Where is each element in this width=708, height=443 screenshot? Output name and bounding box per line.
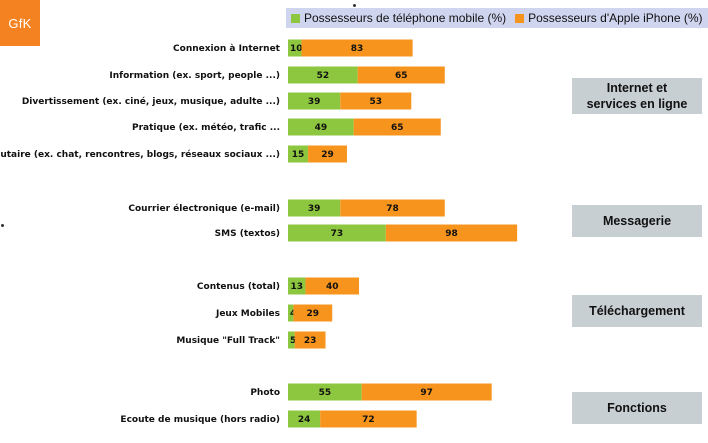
data-label-mobile: 15 xyxy=(292,150,305,160)
data-label-mobile: 55 xyxy=(319,388,332,398)
bar-iphone xyxy=(357,66,445,84)
group-label-fonctions: Fonctions xyxy=(572,392,702,424)
bar-iphone xyxy=(293,304,333,322)
data-label-mobile: 13 xyxy=(290,282,303,292)
data-label-iphone: 98 xyxy=(445,229,458,239)
category-label: Ecoute de musique (hors radio) xyxy=(120,415,280,425)
bar-mobile xyxy=(288,199,341,217)
data-label-mobile: 39 xyxy=(308,204,321,214)
data-label-mobile: 39 xyxy=(308,97,321,107)
data-label-iphone: 53 xyxy=(370,97,383,107)
legend-item-mobile: Possesseurs de téléphone mobile (%) xyxy=(291,11,506,25)
bar-mobile xyxy=(288,383,362,401)
bar-iphone xyxy=(320,410,417,428)
bar-iphone xyxy=(294,331,326,349)
group-label-messagerie-text: Messagerie xyxy=(602,214,672,228)
bar-iphone xyxy=(305,277,360,295)
category-label: Jeux Mobiles xyxy=(215,309,280,319)
category-label: Courrier électronique (e-mail) xyxy=(128,203,280,214)
category-label: Divertissement (ex. ciné, jeux, musique,… xyxy=(22,96,280,107)
handle-dot-top xyxy=(353,4,356,7)
bar-mobile xyxy=(288,145,309,163)
data-label-iphone: 78 xyxy=(386,204,399,214)
legend-label-mobile: Possesseurs de téléphone mobile (%) xyxy=(304,11,507,25)
group-label-telechargement-text: Téléchargement xyxy=(589,304,685,318)
bar-iphone xyxy=(301,39,413,57)
bar-mobile xyxy=(288,92,341,110)
bar-mobile xyxy=(288,66,358,84)
group-label-telechargement: Téléchargement xyxy=(572,295,702,327)
category-label: Connexion à Internet xyxy=(173,44,281,54)
legend-swatch-iphone xyxy=(515,13,525,23)
data-label-mobile: 73 xyxy=(331,229,344,239)
bar-mobile xyxy=(288,224,386,242)
bar-iphone xyxy=(353,118,441,136)
data-label-iphone: 29 xyxy=(321,150,334,160)
group-label-internet: Internet et services en ligne xyxy=(572,78,702,114)
data-label-iphone: 40 xyxy=(326,282,339,292)
bar-iphone xyxy=(361,383,492,401)
group-label-fonctions-text: Fonctions xyxy=(607,401,667,415)
chart-legend: Possesseurs de téléphone mobile (%) Poss… xyxy=(286,8,708,28)
bar-mobile xyxy=(288,277,306,295)
bar-mobile xyxy=(288,118,354,136)
data-label-iphone: 65 xyxy=(395,71,408,81)
bar-iphone xyxy=(340,199,445,217)
category-label: Contenus (total) xyxy=(197,282,280,292)
bar-mobile xyxy=(288,410,321,428)
group-label-messagerie: Messagerie xyxy=(572,205,702,237)
data-label-mobile: 5 xyxy=(290,336,296,346)
data-label-mobile: 10 xyxy=(290,44,303,54)
bar-iphone xyxy=(340,92,412,110)
logo-text: GfK xyxy=(8,15,32,31)
bar-iphone xyxy=(308,145,347,163)
category-label: Pratique (ex. météo, trafic ... xyxy=(132,122,280,133)
category-label: Information (ex. sport, people ...) xyxy=(109,71,280,81)
bar-mobile xyxy=(288,304,294,322)
category-label: Communautaire (ex. chat, rencontres, blo… xyxy=(0,149,280,160)
data-label-iphone: 97 xyxy=(420,388,433,398)
bar-mobile xyxy=(288,331,295,349)
legend-swatch-mobile xyxy=(291,13,300,23)
data-label-iphone: 65 xyxy=(391,123,404,133)
bar-mobile xyxy=(288,39,302,57)
data-label-mobile: 4 xyxy=(290,309,296,319)
legend-item-iphone: Possesseurs d'Apple iPhone (%) xyxy=(515,11,703,25)
data-label-iphone: 72 xyxy=(362,415,375,425)
legend-label-iphone: Possesseurs d'Apple iPhone (%) xyxy=(528,11,703,25)
gfk-logo: GfK xyxy=(0,0,40,46)
category-label: Photo xyxy=(250,388,280,398)
data-label-iphone: 29 xyxy=(307,309,320,319)
data-label-mobile: 52 xyxy=(317,71,330,81)
category-label: Musique "Full Track" xyxy=(176,336,280,346)
bar-iphone xyxy=(385,224,518,242)
category-label: SMS (textos) xyxy=(215,229,280,239)
data-label-iphone: 83 xyxy=(351,44,364,54)
data-label-iphone: 23 xyxy=(304,336,317,346)
data-label-mobile: 24 xyxy=(298,415,311,425)
data-label-mobile: 49 xyxy=(315,123,328,133)
group-label-internet-text: Internet et services en ligne xyxy=(586,81,688,111)
handle-dot-left xyxy=(1,224,4,227)
